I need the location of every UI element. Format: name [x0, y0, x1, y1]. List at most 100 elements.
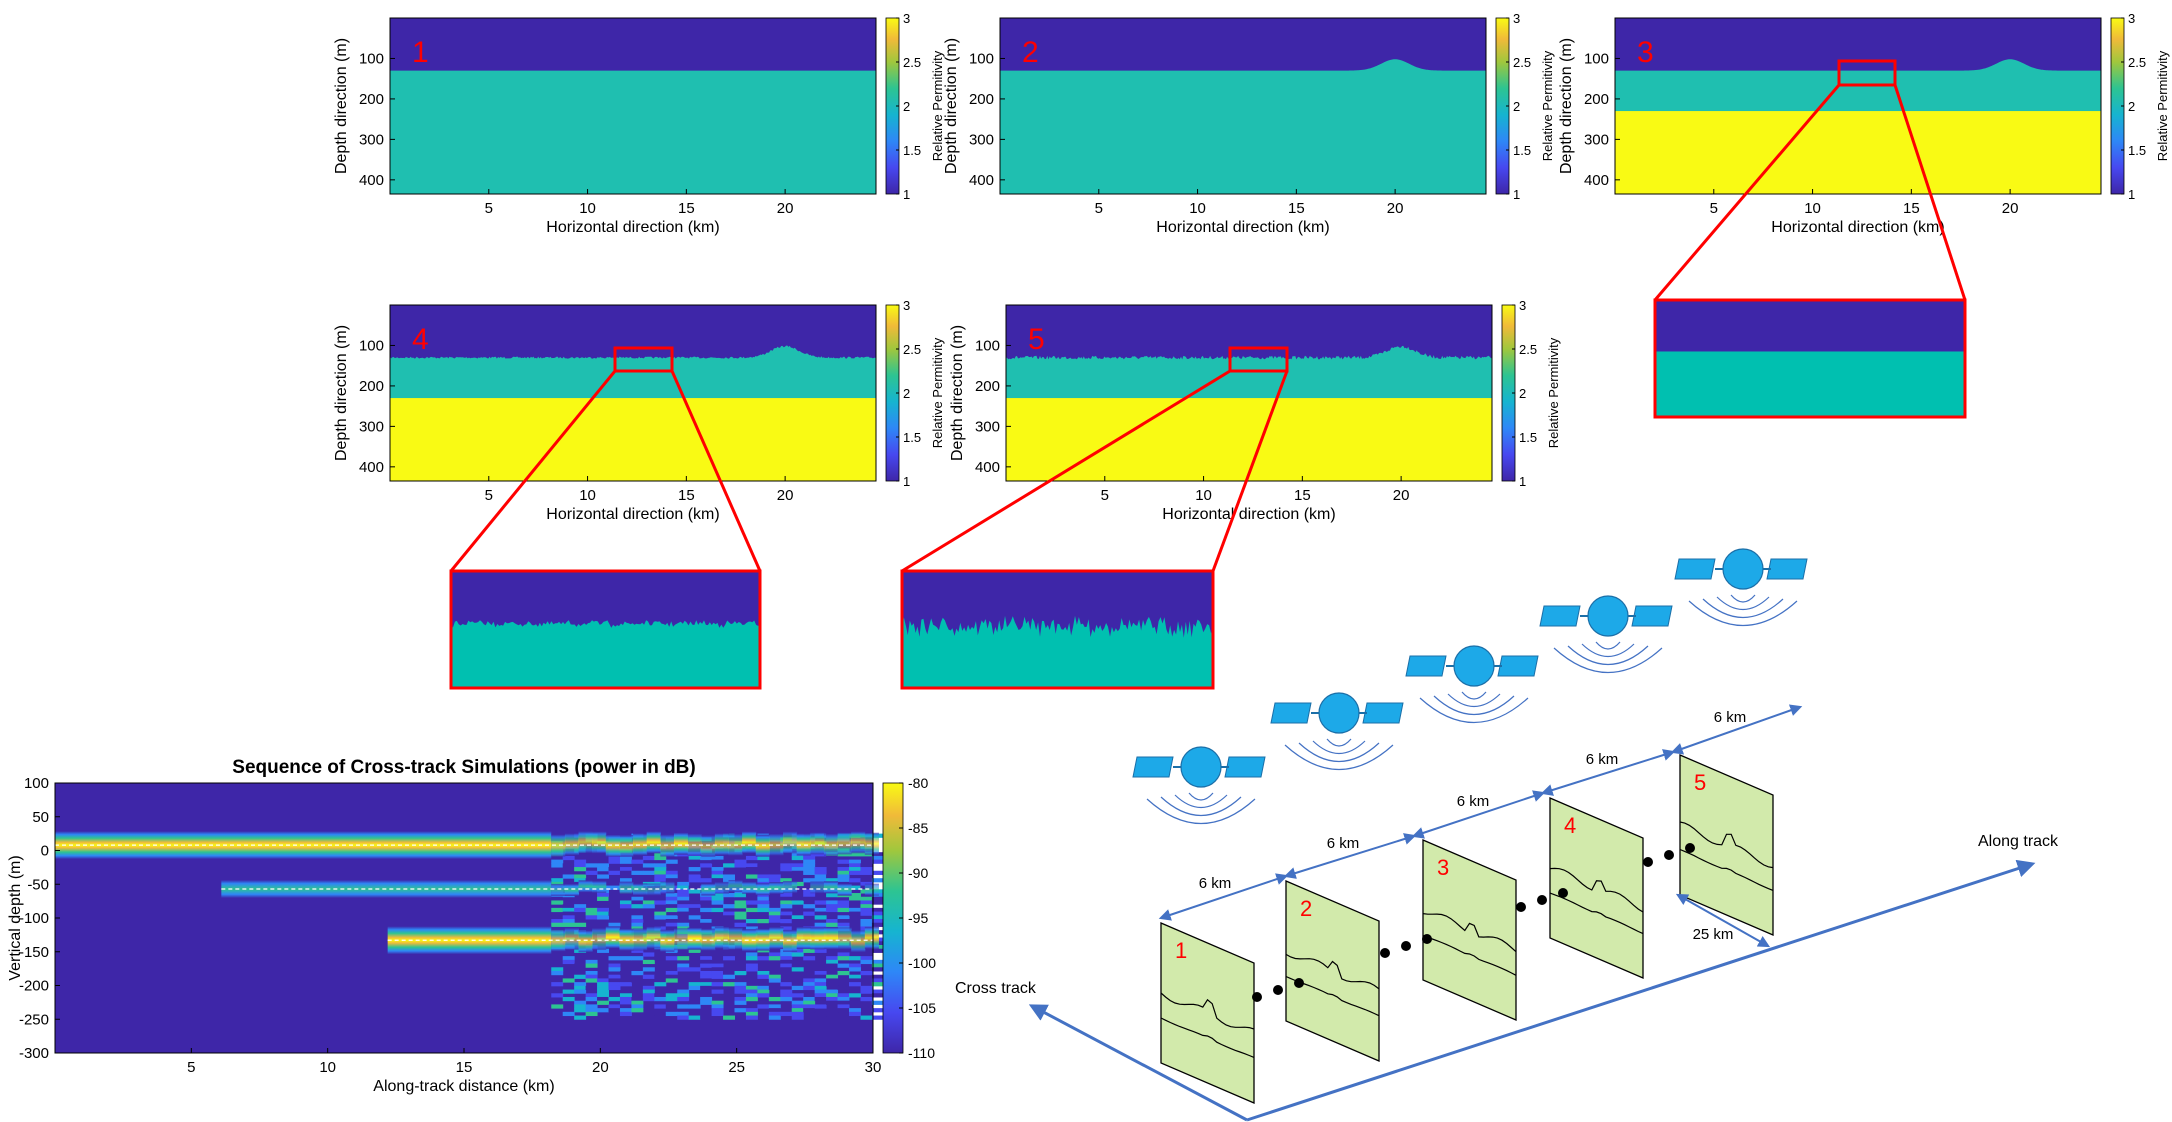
y-tick-label: 300 — [969, 131, 994, 148]
speckle-cell — [711, 900, 724, 905]
reflector-speckle — [742, 881, 757, 894]
speckle-cell — [734, 900, 747, 905]
speckle-cell — [665, 859, 678, 864]
reflector-speckle — [619, 834, 634, 857]
speckle-cell — [562, 1011, 575, 1017]
speckle-cell — [585, 1004, 598, 1009]
speckle-cell — [608, 867, 621, 872]
speckle-cell — [585, 878, 598, 883]
speckle-cell — [608, 974, 621, 979]
speckle-cell — [597, 978, 610, 983]
speckle-cell — [654, 1004, 667, 1009]
reflector-speckle — [646, 831, 661, 854]
cross-track-arrow — [1028, 1004, 1248, 1122]
speckle-cell — [585, 963, 598, 968]
speckle-cell — [757, 956, 770, 961]
speckle-cell — [745, 985, 758, 991]
speckle-cell — [734, 904, 747, 909]
speckle-cell — [803, 863, 816, 868]
speckle-cell — [677, 956, 690, 961]
colorbar-tick-label: -85 — [908, 820, 928, 836]
signal-wave — [1567, 645, 1649, 666]
speckle-cell — [608, 870, 621, 875]
speckle-cell — [791, 867, 804, 872]
speckle-cell — [723, 874, 735, 879]
speckle-cell — [871, 959, 884, 965]
speckle-cell — [745, 1008, 758, 1013]
speckle-cell — [837, 956, 850, 961]
speckle-cell — [562, 952, 575, 957]
speckle-cell — [849, 911, 861, 916]
x-tick-label: 25 — [728, 1059, 745, 1076]
speckle-cell — [654, 1015, 667, 1020]
speckle-cell — [780, 989, 793, 994]
colorbar-tick-label: 2 — [1519, 386, 1526, 401]
speckle-cell — [780, 900, 793, 905]
speckle-cell — [597, 874, 610, 879]
reflector-speckle — [783, 831, 798, 854]
x-tick-label: 15 — [1288, 200, 1305, 217]
colorbar-tick-label: -95 — [908, 910, 928, 926]
speckle-cell — [574, 904, 587, 909]
speckle-cell — [871, 859, 884, 864]
x-axis-label: Horizontal direction (km) — [1156, 219, 1329, 236]
signal-wave — [1312, 740, 1366, 754]
x-axis-label: Horizontal direction (km) — [1162, 506, 1335, 523]
track-panel — [1285, 880, 1380, 1062]
width-arrow — [1675, 893, 1771, 948]
ellipsis-dot — [1558, 888, 1568, 898]
speckle-cell — [837, 919, 850, 924]
speckle-cell — [574, 907, 587, 913]
speckle-cell — [826, 978, 839, 983]
speckle-cell — [803, 1000, 816, 1005]
speckle-cell — [711, 970, 724, 976]
speckle-cell — [711, 967, 724, 972]
speckle-cell — [608, 996, 621, 1002]
colorbar-tick-label: 1.5 — [1519, 430, 1537, 445]
speckle-cell — [619, 956, 632, 961]
x-tick-label: 30 — [865, 1059, 882, 1076]
speckle-cell — [803, 904, 816, 909]
speckle-cell — [780, 893, 793, 898]
speckle-cell — [860, 996, 873, 1002]
speckle-cell — [768, 863, 781, 868]
speckle-cell — [860, 867, 873, 872]
track-panel — [1160, 922, 1255, 1104]
y-tick-label: 400 — [359, 459, 384, 476]
speckle-cell — [734, 989, 747, 994]
speckle-cell — [677, 881, 690, 887]
signal-wave — [1188, 792, 1214, 801]
speckle-cell — [826, 959, 839, 965]
x-axis-label: Along-track distance (km) — [373, 1078, 554, 1095]
speckle-cell — [642, 915, 655, 920]
speckle-cell — [700, 952, 713, 957]
speckle-cell — [642, 967, 655, 972]
speckle-cell — [803, 911, 816, 916]
speckle-cell — [814, 970, 827, 976]
speckle-cell — [688, 855, 701, 861]
zoom-connector — [449, 370, 617, 572]
speckle-cell — [871, 989, 884, 994]
spacing-arrow — [1670, 704, 1803, 755]
speckle-cell — [860, 878, 873, 883]
speckle-cell — [871, 978, 884, 983]
speckle-cell — [631, 919, 644, 924]
speckle-cell — [585, 993, 598, 998]
speckle-cell — [860, 922, 873, 927]
speckle-cell — [688, 859, 701, 864]
speckle-cell — [677, 922, 690, 927]
speckle-cell — [574, 922, 587, 927]
axes-frame — [1005, 304, 1493, 482]
speckle-cell — [608, 1008, 621, 1013]
reflector-speckle — [592, 928, 607, 951]
speckle-cell — [849, 956, 861, 961]
speckle-cell — [826, 855, 839, 861]
y-tick-label: -300 — [19, 1045, 49, 1062]
speckle-cell — [745, 967, 758, 972]
speckle-cell — [860, 956, 873, 961]
speckle-cell — [654, 911, 667, 916]
perm-panel-3: 5 10 15 20 100 200 300 400 Horizontal direction … — [1558, 11, 2170, 236]
x-tick-label: 10 — [1804, 200, 1821, 217]
speckle-cell — [849, 963, 861, 968]
